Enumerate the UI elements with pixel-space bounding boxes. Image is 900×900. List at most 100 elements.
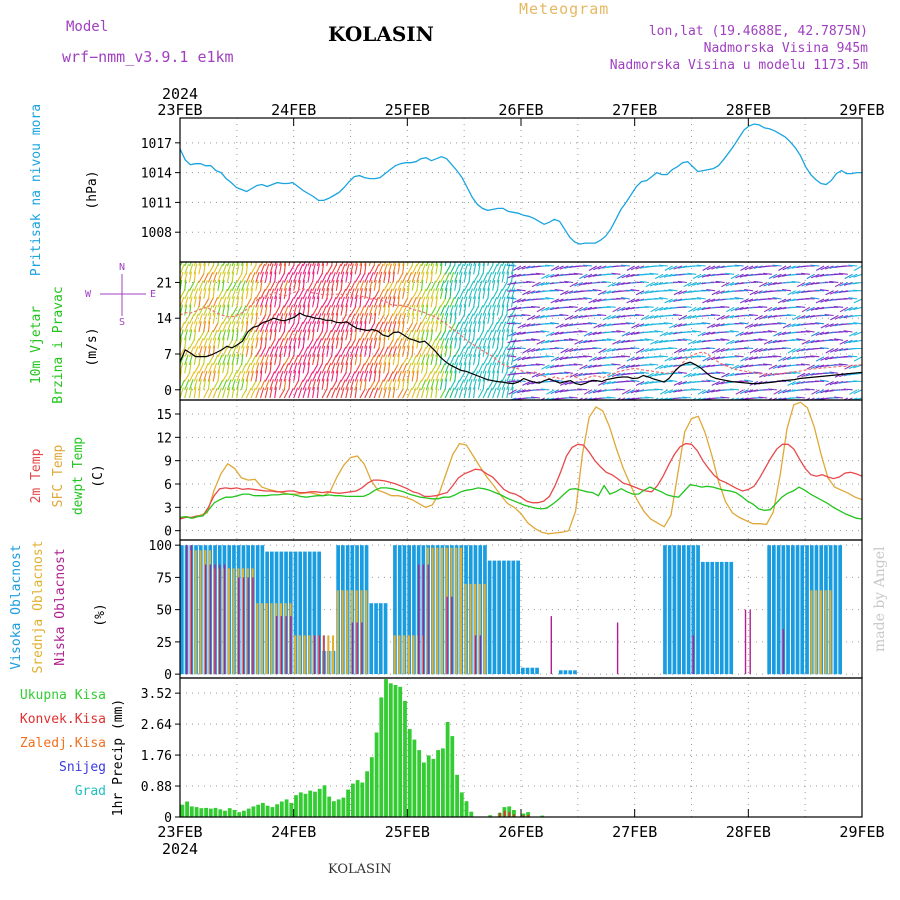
cloud-mid-bar xyxy=(483,583,486,675)
wind-barb xyxy=(621,281,631,286)
wind-barb xyxy=(649,330,659,333)
wind-barb xyxy=(501,262,505,267)
wind-barb xyxy=(236,313,242,324)
wind-barb xyxy=(458,262,463,267)
wind-barb xyxy=(312,280,318,292)
wind-barb xyxy=(517,265,526,271)
wind-barb xyxy=(517,323,526,329)
wind-barb xyxy=(420,263,426,275)
wind-barb xyxy=(222,329,227,341)
wind-barb xyxy=(217,289,224,300)
wind-barb xyxy=(397,330,404,341)
wind-barb xyxy=(321,388,328,399)
wind-barb xyxy=(449,288,452,300)
wind-barb xyxy=(364,337,369,349)
wind-barb xyxy=(449,370,453,382)
wind-barb xyxy=(531,290,541,294)
wind-barb xyxy=(297,288,304,300)
wind-barb xyxy=(350,338,356,349)
wind-barb xyxy=(373,387,379,399)
wind-barb xyxy=(383,379,389,390)
wind-barb xyxy=(782,298,792,303)
temp-axis-unit: (C) xyxy=(91,464,106,487)
wind-barb xyxy=(354,296,358,308)
temp-axis-title-1: 2m Temp xyxy=(29,448,44,503)
wind-barb xyxy=(274,354,278,366)
wind-barb xyxy=(744,273,754,277)
wind-barb xyxy=(236,354,240,366)
wind-barb xyxy=(740,265,749,271)
wind-barb xyxy=(806,306,815,312)
wind-barb xyxy=(454,387,459,399)
wind-barb xyxy=(402,355,409,366)
wind-barb xyxy=(373,296,379,308)
wind-barb xyxy=(654,388,664,391)
wind-barb xyxy=(345,262,349,267)
wind-barb xyxy=(416,312,419,324)
wind-barb xyxy=(739,273,749,278)
precip-total-bar xyxy=(185,801,189,817)
wind-barb xyxy=(307,296,312,308)
wind-barb xyxy=(668,389,678,394)
wind-barb xyxy=(222,304,226,316)
wind-barb xyxy=(463,262,467,267)
cloud-high-bar xyxy=(407,545,411,675)
wind-barb xyxy=(768,281,777,286)
wind-barb xyxy=(326,297,333,308)
wind-barb xyxy=(536,339,545,345)
wind-barb xyxy=(349,296,354,308)
wind-barb xyxy=(673,389,683,393)
wind-barb xyxy=(207,378,211,390)
wind-barb xyxy=(264,280,272,292)
wind-barb xyxy=(492,304,496,316)
wind-barb xyxy=(387,280,394,292)
wind-barb xyxy=(217,329,222,341)
wind-barb xyxy=(621,364,631,370)
wind-barb xyxy=(435,296,438,308)
precip-axis-title: 1hr Precip (mm) xyxy=(111,699,126,816)
wind-axis-unit: (m/s) xyxy=(85,327,100,366)
wind-barb xyxy=(810,273,820,279)
wind-barb xyxy=(477,321,481,333)
wind-barb xyxy=(739,331,749,336)
wind-barb xyxy=(506,338,513,349)
wind-barb xyxy=(782,331,792,336)
wind-barb xyxy=(506,379,511,390)
wind-barb xyxy=(536,306,545,313)
wind-barb xyxy=(848,331,858,337)
wind-barb xyxy=(184,387,189,399)
wind-barb xyxy=(620,355,630,358)
wind-barb xyxy=(198,363,205,374)
wind-barb xyxy=(203,321,206,333)
wind-barb xyxy=(692,306,702,312)
cloud-mid-bar xyxy=(346,590,349,675)
wind-barb xyxy=(767,314,777,319)
wind-barb xyxy=(526,265,536,269)
wind-barb xyxy=(335,362,340,374)
wind-barb xyxy=(397,296,400,308)
wind-barb xyxy=(406,345,410,357)
wind-barb xyxy=(583,273,593,279)
wind-barb xyxy=(663,289,673,292)
wind-barb xyxy=(340,362,344,374)
wind-barb xyxy=(749,298,758,303)
wind-barb xyxy=(720,347,730,353)
wind-barb xyxy=(354,280,361,292)
precip-conv-bar xyxy=(513,814,516,817)
wind-barb xyxy=(406,362,412,374)
wind-barb xyxy=(616,297,626,300)
wind-barb xyxy=(335,329,341,341)
wind-barb xyxy=(406,279,411,291)
wind-barb xyxy=(307,379,313,390)
wind-barb xyxy=(354,354,358,366)
wind-barb xyxy=(430,271,433,283)
wind-barb xyxy=(392,346,398,357)
wind-barb xyxy=(843,388,853,391)
wind-barb xyxy=(692,372,702,377)
wind-barb xyxy=(588,356,598,362)
wind-barb xyxy=(222,263,228,275)
wind-barb xyxy=(245,337,251,349)
wind-barb xyxy=(706,331,716,336)
wind-barb xyxy=(487,288,490,300)
wind-barb xyxy=(335,354,341,366)
